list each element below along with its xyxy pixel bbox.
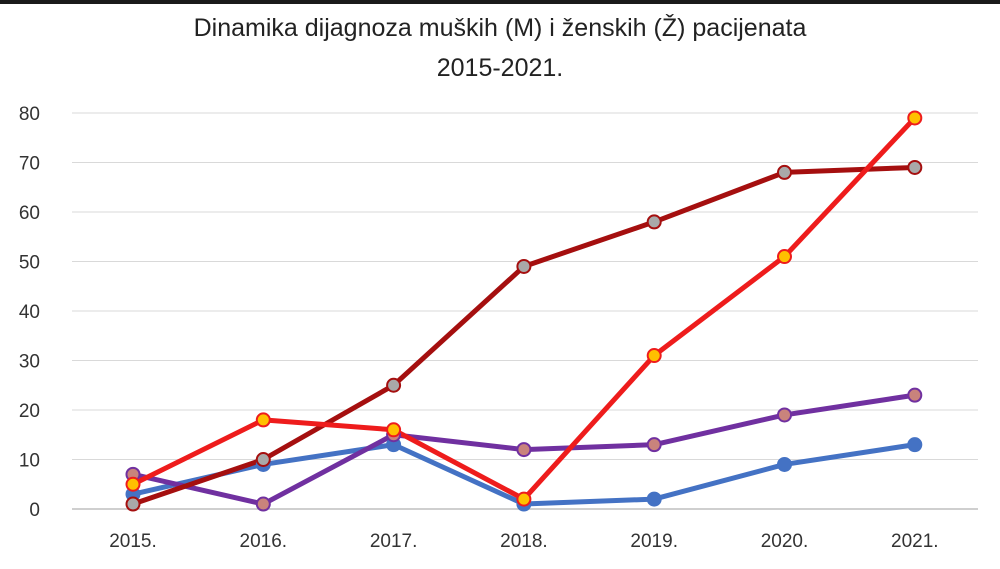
- x-tick-label: 2016.: [240, 531, 288, 552]
- series-2-point: [255, 496, 271, 512]
- series-1-point: [777, 456, 792, 472]
- series-1-point: [907, 437, 923, 453]
- series-4-point: [125, 476, 141, 492]
- y-tick-label: 40: [19, 302, 40, 323]
- y-tick-label: 80: [19, 104, 40, 125]
- series-2-point: [516, 442, 532, 458]
- x-tick-label: 2018.: [500, 531, 548, 552]
- chart-title: Dinamika dijagnoza muških (M) i ženskih …: [193, 14, 807, 42]
- y-tick-label: 60: [19, 203, 40, 224]
- series-4-point: [646, 348, 662, 364]
- x-tick-label: 2019.: [630, 531, 678, 552]
- series-3-point: [516, 258, 532, 274]
- x-tick-label: 2021.: [891, 531, 939, 552]
- series-3-point: [125, 496, 141, 512]
- series-3-point: [777, 164, 792, 180]
- series-2-point: [646, 437, 662, 453]
- chart-title-block: Dinamika dijagnoza muških (M) i ženskih …: [0, 8, 1000, 88]
- series-2-point: [777, 407, 792, 423]
- series-markers: [125, 110, 923, 512]
- y-tick-label: 20: [19, 401, 40, 422]
- series-3-point: [386, 377, 402, 393]
- top-border: [0, 0, 1000, 4]
- series-2-point: [907, 387, 923, 403]
- series-4-point: [777, 249, 792, 265]
- series-1-point: [646, 491, 662, 507]
- y-axis-ticks: 0 10 20 30 40 50 60 70 80: [19, 104, 40, 521]
- x-axis-ticks: 2015. 2016. 2017. 2018. 2019. 2020. 2021.: [109, 531, 938, 552]
- series-4-point: [255, 412, 271, 428]
- series-line-4: [130, 115, 918, 502]
- y-tick-label: 0: [29, 500, 40, 521]
- series-4-point: [516, 491, 532, 507]
- y-tick-label: 30: [19, 352, 40, 373]
- series-3-point: [646, 214, 662, 230]
- y-tick-label: 50: [19, 253, 40, 274]
- chart-subtitle: 2015-2021.: [436, 54, 564, 82]
- series-3-point: [255, 452, 271, 467]
- x-tick-label: 2015.: [109, 531, 157, 552]
- y-tick-label: 70: [19, 154, 40, 175]
- x-tick-label: 2020.: [761, 531, 809, 552]
- series-4-point: [386, 422, 402, 438]
- series-3-point: [907, 159, 923, 175]
- x-tick-label: 2017.: [370, 531, 418, 552]
- y-tick-label: 10: [19, 451, 40, 472]
- series-4-point: [907, 110, 923, 126]
